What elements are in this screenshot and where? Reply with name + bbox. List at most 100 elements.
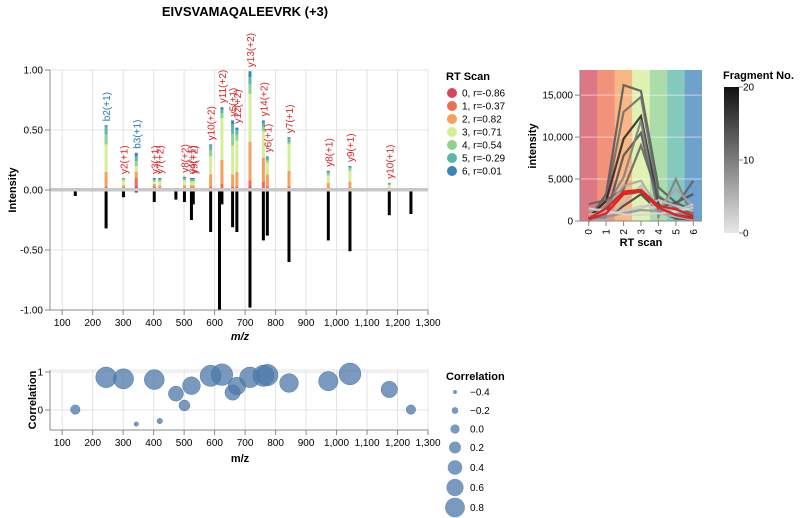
observed-bar-segment <box>191 178 195 180</box>
observed-bar-segment <box>220 113 224 118</box>
observed-bar-segment <box>134 172 138 178</box>
correlation-legend-label: 0.8 <box>470 503 484 514</box>
predicted-bar <box>174 190 178 200</box>
rt-x-tick-label: 4 <box>654 229 665 235</box>
correlation-point <box>144 369 165 390</box>
observed-bar-segment <box>265 174 269 187</box>
predicted-bar <box>73 190 77 196</box>
observed-bar-segment <box>235 140 239 172</box>
predicted-bar <box>152 190 156 202</box>
observed-bar-segment <box>121 179 125 181</box>
observed-bar-segment <box>152 181 156 184</box>
correlation-point <box>178 399 191 412</box>
observed-bar-segment <box>261 120 265 123</box>
fragment-label: y9(+2) <box>189 145 200 174</box>
fragment-label: b3(+1) <box>132 120 143 149</box>
predicted-bar <box>387 190 391 216</box>
observed-bar-segment <box>209 156 213 175</box>
rt-scan-band <box>667 70 685 221</box>
spectrum-panel: EIVSVAMAQALEEVRK (+3) b2(+1) y2(+1)b3(+1)… <box>7 4 506 343</box>
observed-bar-segment <box>121 178 125 180</box>
rt-y-tick-label: 0 <box>567 217 573 228</box>
fragment-legend-ticks: 0 10 20 <box>739 83 755 240</box>
spectrum-y-tick-label: 0.00 <box>24 186 44 197</box>
fragment-lines <box>587 83 695 223</box>
spectrum-y-title: Intensity <box>7 167 19 213</box>
fragment-line <box>588 120 695 221</box>
observed-bar-segment <box>261 181 265 188</box>
rt-scan-legend: RT Scan 0, r=-0.86 1, r=-0.37 2, r=0.82 3, … <box>446 71 506 178</box>
correlation-legend-symbol <box>449 441 461 454</box>
observed-bar-segment <box>235 127 239 130</box>
observed-bar-segment <box>348 167 352 169</box>
predicted-bar <box>104 190 108 229</box>
fragment-line <box>588 208 694 220</box>
observed-bar-segment <box>189 185 193 188</box>
correlation-x-tick-label: 1,000 <box>324 438 349 449</box>
correlation-point <box>318 371 339 392</box>
observed-bar-segment <box>134 161 138 166</box>
correlation-legend-symbol <box>447 460 463 475</box>
correlation-point <box>256 364 279 387</box>
correlation-x-tick-label: 400 <box>145 438 162 449</box>
observed-bar-segment <box>231 145 235 175</box>
fragment-label: y2(+1) <box>119 145 130 174</box>
observed-bar-segment <box>182 185 186 188</box>
correlation-x-tick-label: 500 <box>176 438 193 449</box>
observed-bar-segment <box>220 118 224 160</box>
spectrum-x-tick-label: 700 <box>237 318 254 329</box>
fragment-line <box>588 184 694 222</box>
chart-title: EIVSVAMAQALEEVRK (+3) <box>162 4 328 19</box>
correlation-x-tick-label: 700 <box>237 438 254 449</box>
fragment-label: y8(+1) <box>324 138 335 167</box>
observed-bar-segment <box>287 186 291 189</box>
correlation-point <box>70 404 81 415</box>
fragment-label: y3(+1) <box>150 145 161 174</box>
fragment-label: y9(+1) <box>346 133 357 162</box>
observed-bar-segment <box>134 166 138 172</box>
fragment-label: y6(+1) <box>263 124 274 153</box>
correlation-point <box>156 418 163 424</box>
correlation-points <box>70 362 416 427</box>
correlation-legend-label: −0.2 <box>470 406 490 417</box>
rt-scan-legend-title: RT Scan <box>446 71 490 83</box>
rt-y-ticks: 0 5,000 10,000 15,000 <box>542 91 580 228</box>
rt-scan-legend-label: 4, r=0.54 <box>462 141 502 152</box>
observed-bar-segment <box>287 170 291 187</box>
observed-bar-segment <box>248 142 252 181</box>
observed-bar-segment <box>248 71 252 78</box>
correlation-legend-label: 0.6 <box>470 483 484 494</box>
observed-bar-segment <box>182 176 186 178</box>
predicted-bar <box>209 190 213 232</box>
observed-bar-segment <box>348 170 352 182</box>
observed-bar-segment <box>235 186 239 189</box>
spectrum-x-tick-label: 1,200 <box>385 318 410 329</box>
observed-bar-segment <box>348 181 352 188</box>
rt-y-tick-label: 15,000 <box>542 91 573 102</box>
spectrum-x-tick-label: 1,100 <box>355 318 380 329</box>
correlation-y-ticks: 01 <box>37 368 50 417</box>
fragment-label: y10(+2) <box>207 106 218 140</box>
observed-bar-segment <box>326 170 330 172</box>
observed-bar-segment <box>326 175 330 183</box>
spectrum-y-ticks: -1.00 -0.50 0.00 0.50 1.00 <box>20 66 50 317</box>
fragment-label: y8(+2) <box>180 144 191 173</box>
observed-bar-segment <box>121 185 125 188</box>
observed-bar-segment <box>326 173 330 176</box>
rt-x-tick-label: 0 <box>584 229 595 235</box>
spectrum-x-title: m/z <box>231 331 250 343</box>
observed-bar-segment <box>220 184 224 188</box>
observed-bar-segment <box>235 172 239 187</box>
observed-bar-segment <box>235 130 239 135</box>
spectrum-y-tick-label: -0.50 <box>20 246 43 257</box>
correlation-legend-label: −0.4 <box>470 388 490 399</box>
rt-scan-legend-label: 6, r=0.01 <box>462 167 502 178</box>
correlation-x-tick-label: 1,100 <box>355 438 380 449</box>
correlation-point <box>279 373 299 393</box>
predicted-bar <box>217 190 221 310</box>
predicted-bar <box>261 190 265 241</box>
observed-bar-segment <box>220 107 224 110</box>
observed-bar-segment <box>248 77 252 85</box>
